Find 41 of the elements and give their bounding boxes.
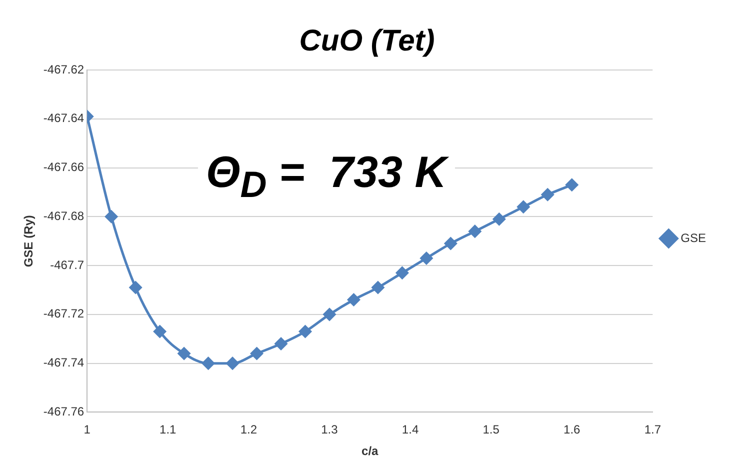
point [372, 281, 384, 294]
x-tick-label: 1.6 [564, 422, 581, 437]
y-tick-label: -467.66 [43, 160, 84, 174]
point [517, 200, 530, 214]
point [420, 252, 433, 264]
y-tick-label: -467.64 [43, 111, 84, 126]
point [178, 347, 190, 360]
chart-title: CuO (Tet) [299, 24, 435, 58]
y-tick-label: -467.72 [43, 306, 84, 321]
point [202, 357, 215, 370]
y-tick-label: -467.7 [50, 258, 84, 272]
point [444, 237, 457, 250]
annotation: Θ$_{D}$ = 733 K [198, 148, 454, 206]
point [250, 347, 264, 360]
x-tick-label: 1.4 [402, 422, 419, 437]
point [298, 325, 312, 338]
point [226, 357, 239, 370]
point [323, 308, 336, 321]
x-tick-label: 1.1 [160, 422, 177, 437]
point [566, 178, 578, 192]
point [105, 210, 118, 223]
y-axis-title: GSE (Ry) [22, 215, 36, 268]
y-tick-label: -467.74 [43, 356, 84, 370]
y-tick-label: -467.68 [43, 208, 84, 223]
x-axis-title: c/a [362, 444, 379, 458]
point [347, 294, 360, 306]
y-tick-label: -467.76 [43, 404, 84, 419]
point [274, 338, 288, 350]
point [396, 266, 408, 280]
x-tick-label: 1.2 [240, 422, 258, 437]
point [154, 325, 166, 338]
y-tick-label: -467.62 [43, 62, 84, 76]
x-tick-label: 1.3 [321, 422, 338, 437]
point [492, 212, 506, 226]
x-tick-label: 1 [84, 422, 91, 437]
point [129, 281, 142, 294]
legend-label: GSE [680, 230, 706, 245]
x-tick-label: 1.5 [482, 422, 500, 437]
point [468, 225, 482, 238]
x-tick-label: 1.7 [644, 422, 662, 437]
point [541, 188, 554, 201]
